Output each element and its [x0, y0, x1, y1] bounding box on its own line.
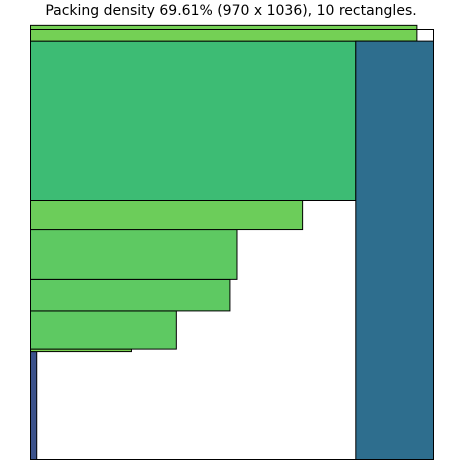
rectangles-layer — [30, 24, 435, 461]
plot-frame — [30, 29, 434, 460]
packed-rectangle-6 — [30, 200, 304, 231]
packed-rectangle-3 — [30, 310, 177, 350]
packed-rectangle-5 — [30, 229, 238, 280]
chart-title: Packing density 69.61% (970 x 1036), 10 … — [45, 3, 417, 19]
packed-rectangle-8 — [30, 24, 418, 42]
packed-rectangle-4 — [30, 278, 231, 312]
packed-rectangle-1 — [30, 351, 38, 460]
packed-rectangle-7 — [30, 40, 357, 202]
packed-rectangle-9 — [355, 40, 435, 461]
